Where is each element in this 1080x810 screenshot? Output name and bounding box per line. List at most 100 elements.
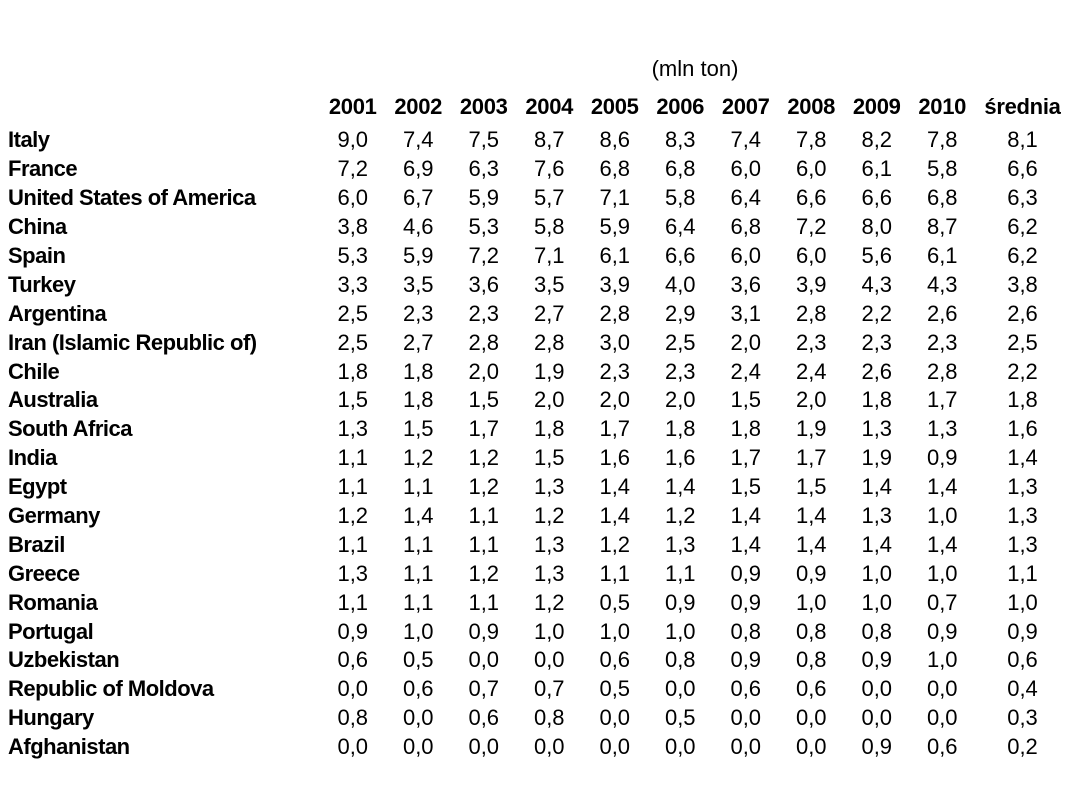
value-cell: 0,0	[599, 734, 631, 760]
value-cell: 6,0	[730, 243, 762, 268]
value-cell: 1,0	[533, 618, 565, 644]
column-header: 2002	[394, 94, 443, 119]
value-cell: 0,8	[337, 705, 369, 731]
value-cell: 1,6	[599, 445, 631, 471]
value-cell: 1,3	[1007, 474, 1038, 500]
value-cell: 2,8	[795, 300, 827, 326]
value-cell: 6,3	[1007, 185, 1038, 211]
value-cell: 1,6	[1007, 416, 1038, 442]
value-cell: 1,1	[337, 445, 369, 471]
value-cell: 0,8	[795, 647, 827, 673]
value-cell: 1,0	[1007, 589, 1038, 615]
value-cell: 1,8	[337, 358, 369, 384]
value-cell: 1,4	[926, 531, 958, 557]
value-cell: 6,0	[730, 156, 762, 182]
value-cell: 7,1	[533, 243, 565, 268]
value-cell: 0,9	[664, 589, 696, 615]
value-cell: 1,4	[664, 474, 696, 500]
value-cell: 1,8	[402, 387, 434, 413]
value-cell: 2,8	[926, 358, 958, 384]
value-cell: 2,3	[926, 329, 958, 355]
value-cell: 1,1	[599, 560, 631, 586]
value-cell: 1,3	[1007, 531, 1038, 557]
value-cell: 0,9	[730, 647, 762, 673]
table-row: Iran (Islamic Republic of) 2,5 2,7 2,8 2,8 3,…	[8, 328, 1070, 357]
header-spacer	[8, 88, 320, 126]
value-cell: 0,9	[926, 618, 958, 644]
value-cell: 0,0	[926, 676, 958, 702]
value-cell: 7,6	[533, 156, 565, 182]
country-label: China	[8, 214, 67, 240]
value-cell: 2,5	[337, 329, 369, 355]
value-cell: 0,6	[599, 647, 631, 673]
country-label: Egypt	[8, 474, 67, 500]
value-cell: 0,0	[402, 705, 434, 731]
value-cell: 4,6	[402, 214, 434, 240]
value-cell: 1,8	[730, 416, 762, 442]
value-cell: 0,0	[795, 705, 827, 731]
value-cell: 1,4	[861, 474, 893, 500]
value-cell: 2,0	[468, 358, 500, 384]
value-cell: 5,8	[533, 214, 565, 240]
value-cell: 0,8	[861, 618, 893, 644]
value-cell: 1,7	[795, 445, 827, 471]
country-label: Chile	[8, 358, 60, 384]
value-cell: 1,2	[468, 445, 500, 471]
value-cell: 2,9	[664, 300, 696, 326]
value-cell: 6,6	[1007, 156, 1038, 182]
value-cell: 1,8	[1007, 387, 1038, 413]
value-cell: 0,9	[795, 560, 827, 586]
value-cell: 2,7	[533, 300, 565, 326]
value-cell: 6,6	[795, 185, 827, 211]
value-cell: 1,3	[337, 416, 369, 442]
value-cell: 0,7	[533, 676, 565, 702]
table-title-row: (mln ton)	[8, 50, 1070, 88]
value-cell: 1,5	[402, 416, 434, 442]
value-cell: 0,0	[861, 676, 893, 702]
value-cell: 6,7	[402, 185, 434, 211]
column-header: 2009	[852, 94, 901, 119]
value-cell: 0,6	[926, 734, 958, 760]
table-row: Republic of Moldova 0,0 0,6 0,7 0,7 0,5 0,0 0,6…	[8, 675, 1070, 704]
value-cell: 2,4	[730, 358, 762, 384]
value-cell: 2,8	[533, 329, 565, 355]
value-cell: 1,2	[337, 503, 369, 529]
value-cell: 2,3	[468, 300, 500, 326]
value-cell: 6,1	[599, 243, 631, 268]
table-row: Chile 1,8 1,8 2,0 1,9 2,3 2,3 2,4 2,4 2,6 2,8 2,2	[8, 357, 1070, 386]
value-cell: 1,1	[402, 560, 434, 586]
value-cell: 2,0	[664, 387, 696, 413]
value-cell: 0,0	[337, 734, 369, 760]
value-cell: 0,0	[730, 734, 762, 760]
value-cell: 1,6	[664, 445, 696, 471]
country-label: Iran (Islamic Republic of)	[8, 329, 257, 355]
value-cell: 0,0	[664, 676, 696, 702]
value-cell: 0,9	[730, 560, 762, 586]
column-header: 2003	[459, 94, 508, 119]
country-label: Greece	[8, 560, 80, 586]
value-cell: 0,7	[926, 589, 958, 615]
value-cell: 2,4	[795, 358, 827, 384]
value-cell: 0,0	[468, 734, 500, 760]
value-cell: 1,0	[402, 618, 434, 644]
value-cell: 5,9	[468, 185, 500, 211]
value-cell: 2,3	[795, 329, 827, 355]
value-cell: 3,5	[533, 271, 565, 297]
value-cell: 1,8	[664, 416, 696, 442]
value-cell: 2,3	[402, 300, 434, 326]
value-cell: 5,6	[861, 243, 893, 268]
value-cell: 0,8	[664, 647, 696, 673]
value-cell: 1,0	[599, 618, 631, 644]
column-header: 2008	[787, 94, 836, 119]
value-cell: 1,0	[926, 647, 958, 673]
value-cell: 1,3	[861, 416, 893, 442]
value-cell: 2,0	[795, 387, 827, 413]
country-label: Brazil	[8, 531, 65, 557]
value-cell: 3,8	[1007, 271, 1038, 297]
table-row: Egypt 1,1 1,1 1,2 1,3 1,4 1,4 1,5 1,5 1,4 1,4 1,3	[8, 473, 1070, 502]
value-cell: 0,0	[861, 705, 893, 731]
value-cell: 1,4	[861, 531, 893, 557]
value-cell: 2,0	[599, 387, 631, 413]
value-cell: 6,2	[1007, 214, 1038, 240]
